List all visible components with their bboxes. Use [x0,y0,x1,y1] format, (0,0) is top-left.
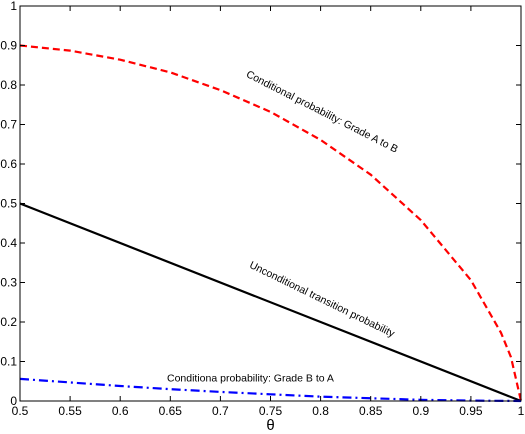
annotation-label: Unconditional transition probability [247,259,397,340]
series-layer [19,44,523,403]
annotation-label: Conditiona probability: Grade B to A [167,372,334,384]
plot-frame [19,5,522,402]
y-tick-label: 0.5 [0,197,17,211]
y-tick-label: 0.6 [0,157,17,171]
series-line-a-to-b [19,44,523,402]
x-tick-label: 0.5 [12,404,29,418]
y-tick-label: 1 [10,0,17,13]
x-tick-label: 0.7 [212,404,229,418]
y-tick-label: 0.9 [0,39,17,53]
y-tick-label: 0.2 [0,315,17,329]
x-axis-label: θ [266,417,274,434]
x-tick-label: 0.65 [159,404,183,418]
series-line-unconditional [19,202,522,403]
x-tick-label: 0.8 [312,404,329,418]
x-tick-label: 1 [518,404,525,418]
series-line-b-to-a [19,377,522,403]
x-tick-label: 0.85 [359,404,383,418]
y-tick-label: 0.4 [0,236,17,250]
x-tick-label: 0.55 [58,404,82,418]
x-tick-label: 0.9 [412,404,429,418]
x-tick-label: 0.6 [112,404,129,418]
annotations-layer: Conditional probability: Grade A to B Unc… [167,68,400,384]
ticks-layer: 0.5 0.55 0.6 0.65 0.7 0.75 0.8 0.85 0.9 0.95 1 0 0.1… [0,0,524,418]
y-tick-label: 0.8 [0,78,17,92]
y-tick-label: 0.7 [0,118,17,132]
x-tick-label: 0.75 [259,404,283,418]
x-tick-label: 0.95 [459,404,483,418]
y-tick-label: 0.3 [0,276,17,290]
y-tick-label: 0 [10,394,17,408]
annotation-label: Conditional probability: Grade A to B [244,68,400,155]
y-tick-label: 0.1 [0,355,17,369]
